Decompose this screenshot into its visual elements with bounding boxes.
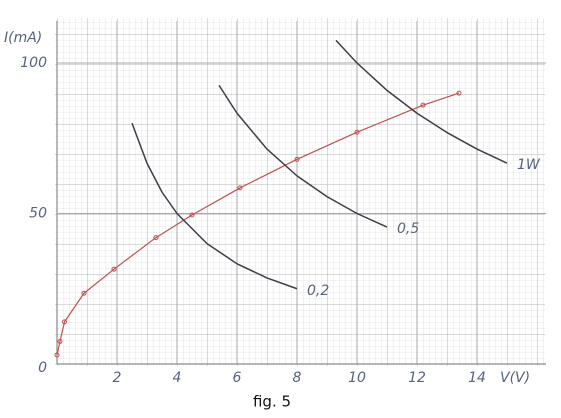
data-point xyxy=(237,185,243,191)
x-tick-label: 4 xyxy=(173,370,182,386)
x-tick-label: 8 xyxy=(293,370,302,386)
graph-paper xyxy=(55,18,545,366)
y-axis-label: I(mA) xyxy=(4,30,42,46)
y-tick-label: 50 xyxy=(29,206,47,222)
chart-title: fig. 5 xyxy=(253,393,291,411)
data-point xyxy=(189,212,195,218)
x-tick-label: 14 xyxy=(468,370,486,386)
data-point xyxy=(354,129,360,135)
data-point xyxy=(294,156,300,162)
x-axis-label: V(V) xyxy=(500,370,530,386)
y-tick-label: 0 xyxy=(38,360,47,376)
x-tick-label: 10 xyxy=(348,370,366,386)
x-tick-label: 6 xyxy=(233,370,242,386)
series-label: 0,2 xyxy=(307,283,329,299)
data-point xyxy=(456,90,462,96)
x-tick-label: 12 xyxy=(408,370,426,386)
data-point xyxy=(81,290,87,296)
x-tick-label: 2 xyxy=(113,370,122,386)
series-line xyxy=(56,92,460,356)
series-line xyxy=(335,39,508,164)
data-point xyxy=(420,102,426,108)
data-point xyxy=(153,235,159,241)
data-point xyxy=(54,352,60,358)
series-label: 1W xyxy=(517,157,541,173)
data-point xyxy=(57,338,63,344)
series-line xyxy=(218,84,388,228)
series-label: 0,5 xyxy=(397,221,419,237)
y-tick-label: 100 xyxy=(20,55,47,71)
data-point xyxy=(111,266,117,272)
data-point xyxy=(62,319,67,325)
series-line xyxy=(131,122,298,290)
